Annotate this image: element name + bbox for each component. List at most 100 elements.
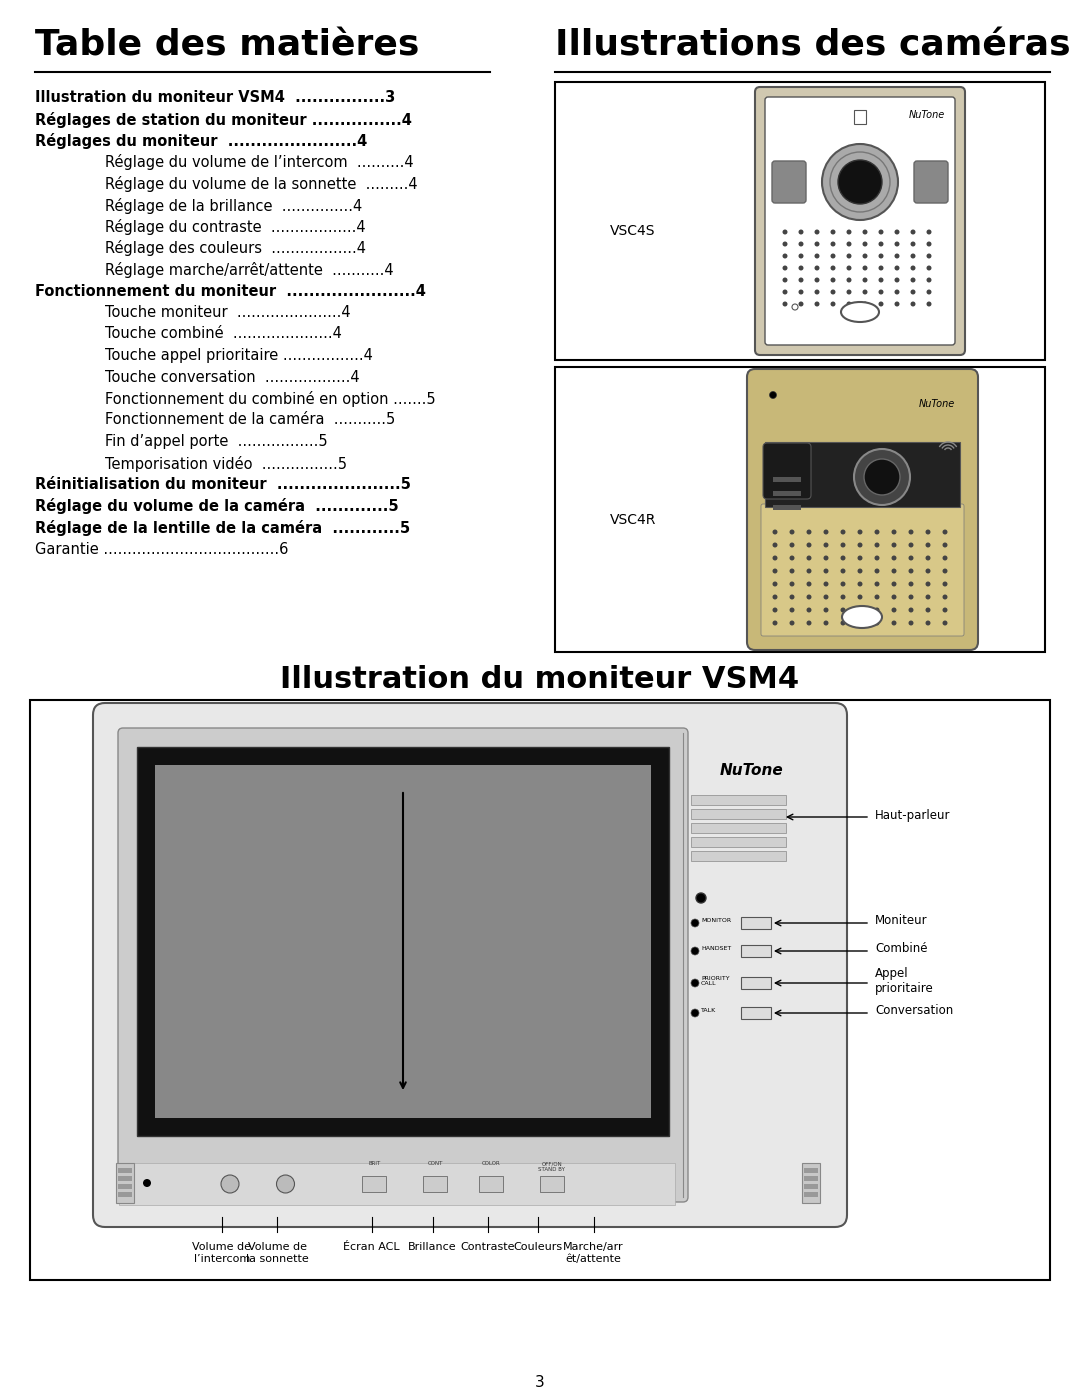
Circle shape [894,289,900,295]
Bar [30,700,1050,1280]
Circle shape [847,265,851,271]
Circle shape [807,581,811,587]
Text: Touche combiné  .....................4: Touche combiné .....................4 [105,327,342,341]
Circle shape [908,569,914,574]
Bar [362,1176,387,1192]
Circle shape [894,278,900,282]
Circle shape [772,542,778,548]
Circle shape [908,581,914,587]
FancyBboxPatch shape [772,161,806,203]
Circle shape [894,265,900,271]
Bar [765,441,960,507]
Circle shape [840,529,846,535]
Circle shape [943,542,947,548]
Circle shape [875,556,879,560]
Circle shape [831,242,836,246]
Circle shape [789,581,795,587]
Circle shape [789,620,795,626]
Circle shape [891,569,896,574]
Circle shape [891,542,896,548]
Text: Garantie .....................................6: Garantie ...............................… [35,542,288,556]
Circle shape [814,302,820,306]
Circle shape [878,242,883,246]
Circle shape [878,302,883,306]
Circle shape [858,569,863,574]
Text: Touche appel prioritaire .................4: Touche appel prioritaire ...............… [105,348,373,363]
Circle shape [943,581,947,587]
Bar [802,1162,820,1203]
Text: VSC4R: VSC4R [610,513,657,527]
Circle shape [847,253,851,258]
Bar [156,766,651,1118]
Circle shape [847,278,851,282]
Circle shape [798,289,804,295]
FancyBboxPatch shape [762,443,811,499]
Circle shape [814,253,820,258]
Circle shape [789,556,795,560]
Circle shape [831,302,836,306]
Circle shape [831,229,836,235]
Circle shape [863,289,867,295]
Circle shape [878,265,883,271]
FancyBboxPatch shape [747,369,978,650]
Circle shape [858,556,863,560]
Text: Couleurs: Couleurs [513,1242,563,1252]
Circle shape [783,278,787,282]
Bar [691,809,786,819]
Circle shape [783,253,787,258]
Circle shape [789,608,795,612]
Circle shape [783,265,787,271]
Text: Fin d’appel porte  .................5: Fin d’appel porte .................5 [105,434,327,448]
Bar [741,944,771,957]
Circle shape [926,595,931,599]
Text: Réinitialisation du moniteur  ......................5: Réinitialisation du moniteur ...........… [35,476,410,492]
Circle shape [847,242,851,246]
Circle shape [772,620,778,626]
Text: Réglages de station du moniteur ................4: Réglages de station du moniteur ........… [35,112,411,127]
Circle shape [824,542,828,548]
Text: Réglage du volume de l’intercom  ..........4: Réglage du volume de l’intercom ........… [105,155,414,170]
Text: Réglage du contraste  ..................4: Réglage du contraste ..................4 [105,219,366,235]
Text: Conversation: Conversation [875,1004,954,1017]
Bar [854,110,866,124]
Circle shape [854,448,910,504]
Bar [555,82,1045,360]
Circle shape [798,302,804,306]
Ellipse shape [841,302,879,321]
Text: BRIT: BRIT [368,1161,380,1166]
Circle shape [807,529,811,535]
Circle shape [858,529,863,535]
Bar [773,490,801,496]
Text: Illustration du moniteur VSM4: Illustration du moniteur VSM4 [281,665,799,694]
Circle shape [772,529,778,535]
Circle shape [840,595,846,599]
Text: Fonctionnement du combiné en option .......5: Fonctionnement du combiné en option ....… [105,391,435,407]
Circle shape [840,569,846,574]
Text: Contraste: Contraste [461,1242,515,1252]
Circle shape [908,608,914,612]
Circle shape [927,302,931,306]
Circle shape [894,242,900,246]
Circle shape [789,542,795,548]
Circle shape [910,278,916,282]
Bar [118,1185,132,1189]
Circle shape [798,253,804,258]
Circle shape [840,608,846,612]
Circle shape [943,595,947,599]
Text: Fonctionnement de la caméra  ...........5: Fonctionnement de la caméra ...........5 [105,412,395,427]
Circle shape [798,265,804,271]
Circle shape [875,595,879,599]
Bar [118,1192,132,1197]
Circle shape [831,253,836,258]
Circle shape [891,608,896,612]
Bar [691,795,786,805]
Circle shape [824,581,828,587]
Circle shape [822,144,897,219]
Circle shape [927,242,931,246]
Text: Combiné: Combiné [875,943,928,956]
Text: Marche/arr
êt/attente: Marche/arr êt/attente [563,1242,624,1264]
Circle shape [807,556,811,560]
Circle shape [691,947,699,956]
Text: Temporisation vidéo  ................5: Temporisation vidéo ................5 [105,455,347,472]
Circle shape [807,569,811,574]
